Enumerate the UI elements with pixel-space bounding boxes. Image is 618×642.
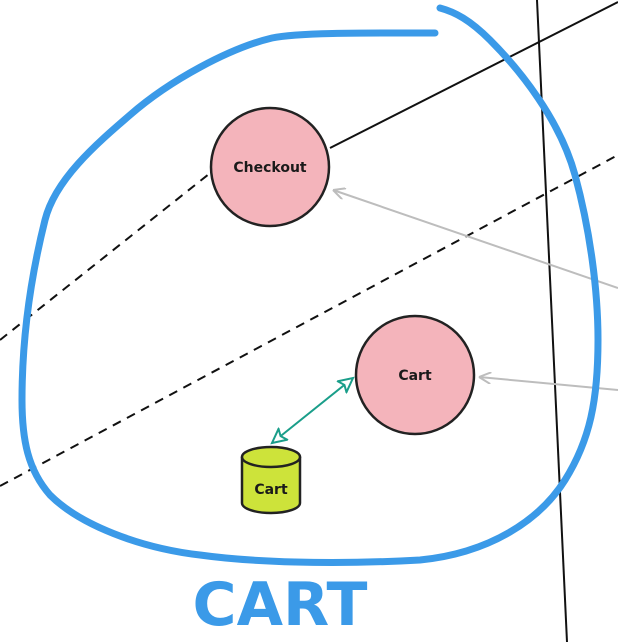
cart-database-body bbox=[240, 457, 302, 515]
cart-label: Cart bbox=[398, 368, 432, 384]
solid-line-upper bbox=[329, 1, 618, 149]
checkout-node[interactable]: Checkout bbox=[209, 106, 331, 228]
region-label: CART bbox=[193, 570, 368, 640]
incoming-arrow-checkout bbox=[333, 190, 618, 289]
cart-db-connection-arrow bbox=[272, 378, 353, 443]
checkout-label: Checkout bbox=[233, 160, 307, 176]
cart-circle bbox=[354, 314, 476, 436]
dashed-line-upper bbox=[0, 169, 215, 341]
cart-database-top bbox=[240, 445, 302, 469]
cart-node[interactable]: Cart bbox=[354, 314, 476, 436]
checkout-circle bbox=[209, 106, 331, 228]
cart-database-label: Cart bbox=[254, 482, 288, 498]
dashed-line-lower bbox=[0, 154, 618, 487]
cart-database[interactable]: Cart bbox=[240, 445, 302, 515]
solid-line-vertical bbox=[536, 0, 568, 642]
cart-region-boundary bbox=[18, 4, 602, 566]
